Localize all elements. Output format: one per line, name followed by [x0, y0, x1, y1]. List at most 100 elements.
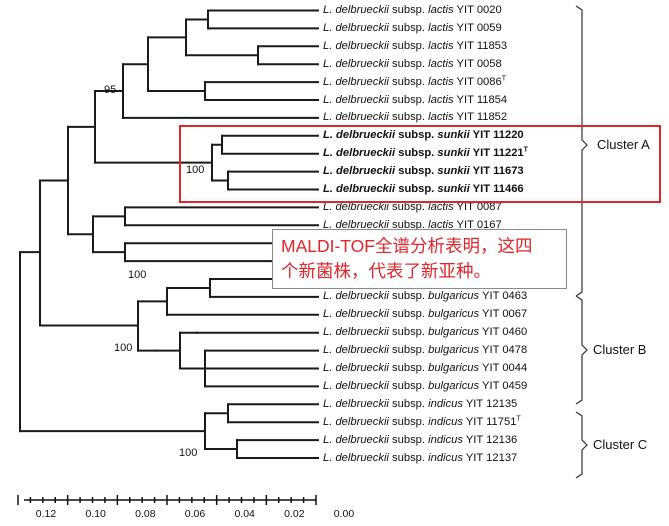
leaf-subspecies: lactis	[428, 21, 454, 34]
leaf-strain: YIT 0478	[482, 344, 528, 357]
leaf-strain: YIT 11852	[456, 111, 508, 124]
cluster-brace	[575, 5, 588, 297]
leaf-subspecies: lactis	[428, 57, 454, 70]
leaf-genus: L. delbrueckii	[323, 433, 389, 446]
leaf-label: L. delbrueckii subsp. bulgaricus YIT 004…	[323, 362, 527, 375]
leaf-subspecies: lactis	[428, 93, 454, 106]
callout-line-1: MALDI-TOF全谱分析表明，这四	[281, 236, 533, 256]
leaf-strain: YIT 11853	[456, 39, 508, 52]
bootstrap-value: 100	[179, 447, 198, 459]
bootstrap-value: 95	[104, 84, 117, 96]
leaf-label: L. delbrueckii subsp. bulgaricus YIT 045…	[323, 380, 527, 393]
leaf-genus: L. delbrueckii	[323, 111, 389, 124]
leaf-subspecies: bulgaricus	[428, 326, 480, 339]
type-strain-mark: T	[516, 414, 521, 422]
leaf-label: L. delbrueckii subsp. sunkii YIT 11673	[323, 165, 524, 178]
leaf-subsp-word: subsp.	[392, 200, 425, 213]
leaf-genus: L. delbrueckii	[323, 21, 389, 34]
leaf-genus: L. delbrueckii	[323, 165, 396, 178]
leaf-genus: L. delbrueckii	[323, 147, 396, 160]
leaf-genus: L. delbrueckii	[323, 39, 389, 52]
type-strain-mark: T	[501, 74, 506, 82]
leaf-strain: YIT 0067	[482, 308, 528, 321]
leaf-label: L. delbrueckii subsp. indicus YIT 12135	[323, 398, 517, 411]
leaf-label: L. delbrueckii subsp. lactis YIT 0059	[323, 22, 502, 35]
leaf-label: L. delbrueckii subsp. lactis YIT 0167	[323, 219, 502, 232]
leaf-genus: L. delbrueckii	[323, 183, 396, 195]
cluster-c-label: Cluster C	[593, 437, 648, 452]
leaf-subsp-word: subsp.	[392, 57, 425, 70]
leaf-subsp-word: subsp.	[392, 397, 425, 410]
leaf-label: L. delbrueckii subsp. bulgaricus YIT 046…	[323, 290, 527, 303]
leaf-label: L. delbrueckii subsp. lactis YIT 0087	[323, 201, 502, 214]
leaf-subspecies: sunkii	[437, 183, 470, 195]
leaf-subspecies: lactis	[428, 75, 454, 88]
cluster-a-label: Cluster A	[597, 137, 650, 152]
leaf-subspecies: sunkii	[437, 165, 470, 178]
cluster-brace	[575, 295, 588, 405]
leaf-strain: YIT 11854	[456, 93, 508, 106]
leaf-strain: YIT 0460	[482, 326, 528, 339]
leaf-subspecies: bulgaricus	[428, 308, 480, 321]
leaf-label: L. delbrueckii subsp. bulgaricus YIT 046…	[323, 326, 527, 339]
leaf-subsp-word: subsp.	[392, 39, 425, 52]
leaf-label: L. delbrueckii subsp. indicus YIT 12137	[323, 452, 517, 465]
leaf-subspecies: lactis	[428, 4, 454, 16]
leaf-subsp-word: subsp.	[392, 111, 425, 124]
leaf-subsp-word: subsp.	[392, 21, 425, 34]
leaf-subspecies: indicus	[428, 451, 463, 464]
leaf-genus: L. delbrueckii	[323, 415, 389, 428]
leaf-strain: YIT 12137	[465, 451, 518, 464]
axis-tick-label: 0.10	[85, 508, 106, 520]
leaf-label: L. delbrueckii subsp. sunkii YIT 11466	[323, 183, 524, 196]
axis-tick-label: 0.04	[234, 508, 255, 520]
leaf-label: L. delbrueckii subsp. sunkii YIT 11221T	[323, 146, 528, 160]
leaf-genus: L. delbrueckii	[323, 218, 389, 231]
leaf-subspecies: bulgaricus	[428, 290, 480, 303]
leaf-genus: L. delbrueckii	[323, 344, 389, 357]
callout-line-2: 个新菌株，代表了新亚种。	[281, 261, 491, 281]
leaf-subsp-word: subsp.	[392, 433, 425, 446]
leaf-label: L. delbrueckii subsp. lactis YIT 0058	[323, 58, 502, 71]
type-strain-mark: T	[523, 146, 528, 154]
leaf-genus: L. delbrueckii	[323, 379, 389, 392]
leaf-subsp-word: subsp.	[392, 344, 425, 357]
axis-tick-label: 0.00	[333, 508, 355, 520]
leaf-subspecies: bulgaricus	[428, 362, 480, 374]
leaf-genus: L. delbrueckii	[323, 362, 389, 374]
annotation-callout: MALDI-TOF全谱分析表明，这四 个新菌株，代表了新亚种。	[272, 229, 567, 289]
leaf-strain: YIT 12135	[465, 397, 518, 410]
leaf-strain: YIT 0086	[456, 75, 502, 88]
leaf-genus: L. delbrueckii	[323, 326, 389, 339]
sunkii-highlight-box	[179, 125, 661, 203]
leaf-subspecies: lactis	[428, 218, 454, 231]
leaf-subsp-word: subsp.	[392, 379, 425, 392]
leaf-subsp-word: subsp.	[392, 362, 425, 374]
leaf-genus: L. delbrueckii	[323, 290, 389, 303]
cluster-brace	[575, 411, 588, 479]
leaf-label: L. delbrueckii subsp. lactis YIT 11853	[323, 40, 507, 53]
bootstrap-value: 100	[186, 164, 205, 176]
leaf-genus: L. delbrueckii	[323, 200, 389, 213]
leaf-genus: L. delbrueckii	[323, 75, 389, 88]
leaf-strain: YIT 0463	[482, 290, 528, 303]
leaf-subsp-word: subsp.	[392, 93, 425, 106]
axis-tick-label: 0.06	[184, 508, 206, 520]
leaf-subspecies: indicus	[428, 433, 463, 446]
leaf-genus: L. delbrueckii	[323, 451, 389, 464]
leaf-subspecies: lactis	[428, 111, 454, 124]
leaf-subsp-word: subsp.	[392, 218, 425, 231]
leaf-subsp-word: subsp.	[392, 308, 425, 321]
leaf-strain: YIT 11673	[472, 165, 524, 178]
axis-tick-label: 0.12	[35, 508, 57, 520]
leaf-strain: YIT 0044	[482, 362, 528, 374]
leaf-label: L. delbrueckii subsp. lactis YIT 0020	[323, 4, 502, 17]
leaf-subsp-word: subsp.	[392, 415, 425, 428]
leaf-label: L. delbrueckii subsp. lactis YIT 11854	[323, 94, 507, 107]
leaf-strain: YIT 0059	[456, 21, 502, 34]
leaf-subsp-word: subsp.	[392, 75, 425, 88]
leaf-subsp-word: subsp.	[398, 147, 435, 160]
